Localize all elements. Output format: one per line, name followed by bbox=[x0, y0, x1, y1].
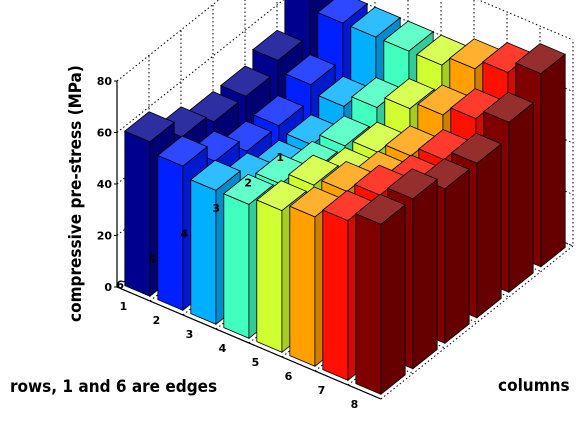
column-tick-label: 5 bbox=[252, 356, 260, 369]
bar-face-top bbox=[256, 180, 307, 212]
bar-face-side bbox=[444, 168, 470, 345]
bar-face-front bbox=[157, 154, 184, 311]
bar-face-top bbox=[124, 111, 175, 143]
bar-face-top bbox=[288, 154, 339, 186]
bar-face-side bbox=[380, 204, 406, 396]
bar-face-top bbox=[285, 54, 336, 86]
bar-face-front bbox=[124, 130, 151, 297]
row-tick-label: 4 bbox=[180, 227, 188, 240]
bar-face-top bbox=[355, 193, 406, 225]
column-tick-label: 7 bbox=[318, 384, 326, 397]
bar-face-top bbox=[319, 115, 370, 147]
bar-face-top bbox=[387, 168, 438, 200]
bar-face-top bbox=[350, 6, 401, 38]
rows-axis-label: rows, 1 and 6 are edges bbox=[10, 377, 217, 397]
x-axis-line bbox=[116, 286, 382, 400]
bar-face-front bbox=[223, 193, 250, 339]
row-tick-label: 2 bbox=[244, 176, 252, 189]
bars-group bbox=[124, 0, 566, 396]
z-tick-label: 40 bbox=[97, 178, 113, 191]
bar-face-top bbox=[384, 78, 435, 110]
bar-face-top bbox=[223, 173, 274, 205]
column-tick-label: 6 bbox=[285, 370, 293, 383]
z-tick-label: 60 bbox=[97, 127, 113, 140]
column-tick-label: 1 bbox=[120, 300, 128, 313]
bar-face-top bbox=[252, 29, 303, 61]
bar-face-top bbox=[157, 135, 208, 167]
bar-face-side bbox=[412, 178, 438, 370]
bar-face-front bbox=[289, 205, 316, 367]
bar-r6-c4 bbox=[223, 173, 274, 340]
column-tick-label: 8 bbox=[351, 398, 359, 411]
bar-r6-c8 bbox=[355, 193, 406, 396]
bar-face-side bbox=[508, 102, 534, 294]
z-tick-label: 20 bbox=[97, 230, 113, 243]
row-tick-label: 6 bbox=[116, 278, 124, 291]
bar-face-top bbox=[220, 65, 271, 97]
bar-face-top bbox=[451, 132, 502, 164]
bar-face-front bbox=[256, 199, 283, 353]
bar-face-top bbox=[483, 91, 534, 123]
columns-axis-label: columns bbox=[498, 376, 570, 396]
bar-face-top bbox=[383, 20, 434, 52]
bar-face-top bbox=[515, 43, 566, 75]
bar-face-side bbox=[476, 143, 502, 319]
column-tick-label: 4 bbox=[219, 342, 227, 355]
column-tick-label: 2 bbox=[153, 314, 161, 327]
bar-face-side bbox=[540, 53, 566, 268]
bar-face-front bbox=[355, 213, 382, 395]
row-tick-label: 1 bbox=[276, 151, 284, 164]
tick-labels: 0 20 40 60 80 1 2 3 4 5 6 7 8 1 2 3 4 5 6 bbox=[97, 75, 359, 411]
gridline-z bbox=[116, 0, 574, 82]
bar-face-front bbox=[322, 209, 349, 381]
bar-face-top bbox=[317, 0, 368, 24]
z-tick-label: 80 bbox=[97, 75, 113, 88]
bar-face-top bbox=[190, 159, 241, 191]
row-tick-label: 3 bbox=[212, 202, 220, 215]
column-tick-label: 3 bbox=[186, 328, 194, 341]
z-axis-label: compressive pre-stress (MPa) bbox=[66, 65, 86, 322]
row-tick-label: 5 bbox=[148, 253, 156, 266]
z-tick-label: 0 bbox=[104, 281, 112, 294]
bar-face-top bbox=[253, 95, 304, 127]
